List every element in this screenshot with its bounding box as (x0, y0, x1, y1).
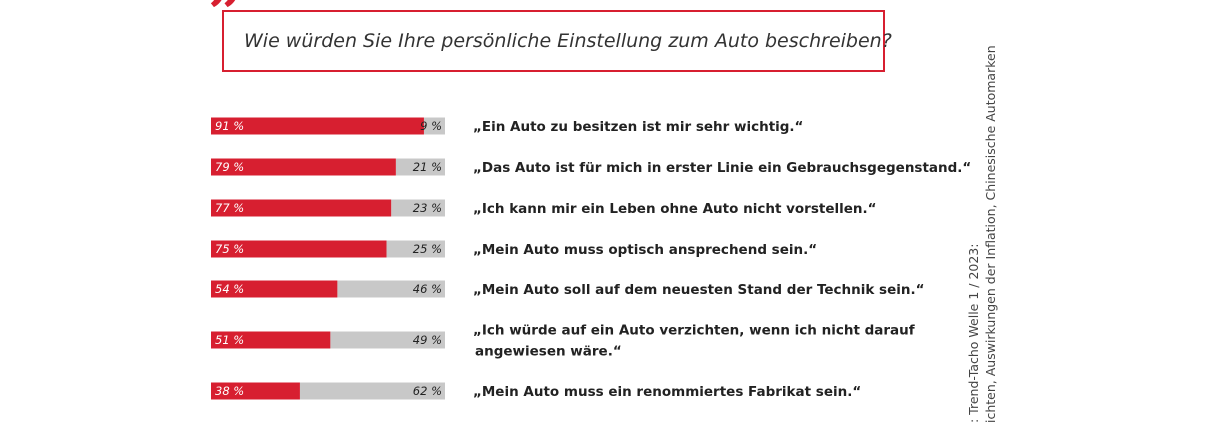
category-label: „Mein Auto soll auf dem neuesten Stand d… (473, 282, 925, 298)
value-label-disagree: 49 % (413, 333, 442, 347)
value-label-disagree: 23 % (413, 201, 442, 215)
bar-segment-agree (211, 382, 300, 400)
value-label-agree: 91 % (215, 119, 244, 133)
bar-segment-agree (211, 158, 396, 176)
value-label-disagree: 46 % (413, 282, 442, 296)
bar-segment-agree (211, 240, 387, 258)
category-label: „Ein Auto zu besitzen ist mir sehr wicht… (473, 119, 803, 135)
category-label: „Das Auto ist für mich in erster Linie e… (473, 160, 971, 176)
bar-segment-agree (211, 117, 424, 135)
bar-segment-disagree (386, 240, 445, 258)
category-label: „Ich würde auf ein Auto verzichten, wenn… (473, 323, 915, 339)
bar-segment-disagree (330, 331, 445, 349)
value-label-disagree: 9 % (420, 119, 442, 133)
question-title: Wie würden Sie Ihre persönliche Einstell… (244, 30, 892, 52)
category-label: angewiesen wäre.“ (475, 344, 622, 360)
source-note: : Trend-Tacho Welle 1 / 2023: ichten, Au… (965, 45, 999, 423)
value-label-agree: 38 % (215, 384, 244, 398)
category-label: „Ich kann mir ein Leben ohne Auto nicht … (473, 201, 877, 217)
quote-mark-icon: ” (208, 0, 243, 49)
bar-segment-disagree (391, 199, 445, 217)
value-label-agree: 77 % (215, 201, 244, 215)
value-label-disagree: 62 % (413, 384, 442, 398)
source-line-1: : Trend-Tacho Welle 1 / 2023: (966, 243, 981, 423)
value-label-agree: 51 % (215, 333, 244, 347)
category-label: „Mein Auto muss optisch ansprechend sein… (473, 242, 817, 258)
bar-segment-agree (211, 280, 338, 298)
value-label-disagree: 21 % (413, 160, 442, 174)
bar-segment-disagree (337, 280, 445, 298)
bar-segment-agree (211, 331, 331, 349)
value-label-disagree: 25 % (413, 242, 442, 256)
bar-segment-disagree (395, 158, 445, 176)
value-label-agree: 54 % (215, 282, 244, 296)
bar-segment-agree (211, 199, 392, 217)
question-frame (222, 10, 885, 72)
source-line-2: ichten, Auswirkungen der Inflation, Chin… (983, 45, 998, 423)
value-label-agree: 75 % (215, 242, 244, 256)
bar-segment-disagree (423, 117, 445, 135)
bar-segment-disagree (299, 382, 445, 400)
category-label: „Mein Auto muss ein renommiertes Fabrika… (473, 384, 861, 400)
value-label-agree: 79 % (215, 160, 244, 174)
